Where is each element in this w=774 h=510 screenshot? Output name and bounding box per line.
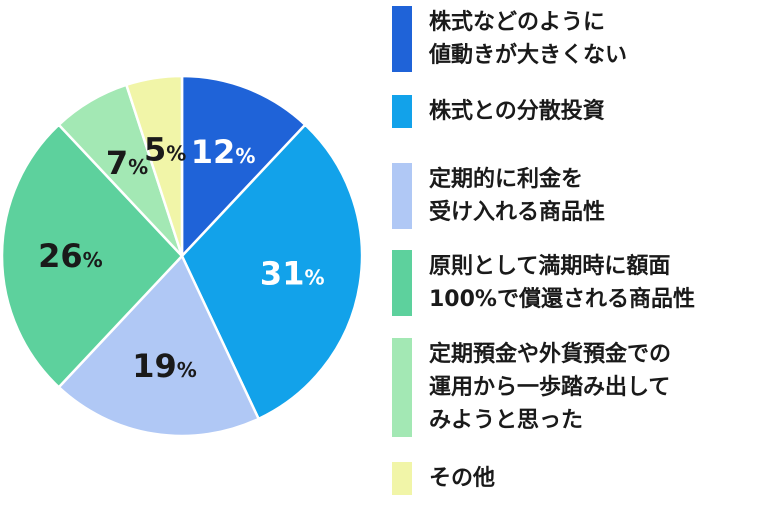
legend-item-4: 定期預金や外貨預金での 運用から一歩踏み出して みようと思った <box>392 338 671 437</box>
pie-data-label-1: 31% <box>260 254 325 292</box>
pie-data-label-0: 12% <box>191 133 256 171</box>
legend-label-line: 定期的に利金を <box>429 167 584 192</box>
legend-label-line: みようと思った <box>429 408 584 433</box>
pie-data-label-4: 7% <box>106 144 148 182</box>
pie-data-label-3: 26% <box>38 237 103 275</box>
legend-label-line: 運用から一歩踏み出して <box>429 375 671 400</box>
pie-slice-5 <box>125 74 184 258</box>
legend-label: 定期預金や外貨預金での 運用から一歩踏み出して みようと思った <box>429 338 671 437</box>
legend-item-1: 株式との分散投資 <box>392 95 605 128</box>
legend-label: 株式などのように 値動きが大きくない <box>429 6 627 72</box>
legend-item-3: 原則として満期時に額面 100%で償還される商品性 <box>392 250 695 316</box>
pie-chart: 12% 31% 19% 26% 7%5% <box>0 74 364 438</box>
legend-label-line: 値動きが大きくない <box>429 43 628 68</box>
pie-slice-1 <box>180 123 364 421</box>
pie-slice-3 <box>0 123 184 389</box>
legend-label-line: 定期預金や外貨預金での <box>429 342 672 367</box>
legend-label-line: 株式などのように <box>429 10 606 35</box>
legend-label: 定期的に利金を 受け入れる商品性 <box>429 163 605 229</box>
pie-slice-0 <box>180 74 307 258</box>
legend-item-5: その他 <box>392 462 495 495</box>
pie-data-label-5: 5% <box>144 130 186 168</box>
legend-swatch <box>392 95 412 128</box>
legend-label-line: その他 <box>429 466 496 491</box>
legend-label: その他 <box>429 462 495 495</box>
pie-slice-2 <box>57 254 260 438</box>
legend-label: 株式との分散投資 <box>429 95 605 128</box>
legend-label-line: 株式との分散投資 <box>429 99 605 124</box>
legend-swatch <box>392 462 412 495</box>
legend-label-line: 100%で償還される商品性 <box>429 287 695 312</box>
legend-swatch <box>392 250 412 316</box>
legend-swatch <box>392 6 412 72</box>
legend-item-2: 定期的に利金を 受け入れる商品性 <box>392 163 605 229</box>
legend-swatch <box>392 338 412 437</box>
pie-data-label-2: 19% <box>132 347 197 385</box>
legend-label: 原則として満期時に額面 100%で償還される商品性 <box>429 250 695 316</box>
legend-label-line: 受け入れる商品性 <box>429 200 606 225</box>
legend-swatch <box>392 163 412 229</box>
legend-item-0: 株式などのように 値動きが大きくない <box>392 6 627 72</box>
legend-label-line: 原則として満期時に額面 <box>429 254 671 279</box>
